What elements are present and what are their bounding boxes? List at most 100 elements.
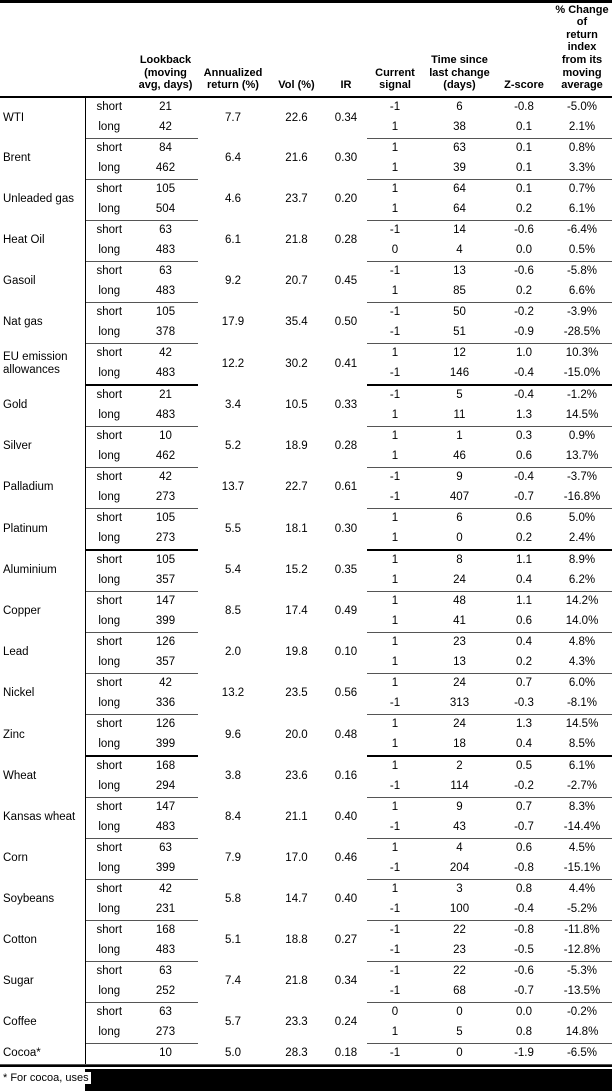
cell-ir: 0.35: [334, 564, 358, 577]
cell-annualized-return: 3.8: [225, 770, 241, 783]
table-row: long 483 1 85 0.2 6.6%: [0, 282, 612, 303]
instrument-name: Kansas wheat: [0, 797, 86, 839]
cell-ir: 0.40: [334, 811, 358, 824]
cell-current-signal: 1: [391, 677, 399, 690]
cell-vol: 23.6: [285, 770, 308, 783]
table-row: long 357 1 24 0.4 6.2%: [0, 571, 612, 592]
cell-current-signal: 1: [367, 118, 423, 139]
cell-current-signal: -1: [367, 488, 423, 509]
cell-current-signal: -1: [367, 694, 423, 715]
header-time-line1: Time since: [431, 54, 488, 67]
cell-ir: 0.46: [334, 852, 358, 865]
table-row: long 483 -1 43 -0.7 -14.4%: [0, 818, 612, 839]
leg-label: short: [96, 306, 123, 319]
cell-pct-change: 14.5%: [552, 406, 612, 427]
cell-pct-change: -15.1%: [552, 859, 612, 880]
cell-lookback: 273: [133, 1023, 198, 1044]
cell-current-signal: -1: [389, 965, 401, 978]
cell-time-since-last-change: 313: [423, 694, 496, 715]
leg-label: short: [96, 471, 123, 484]
cell-time-since-last-change: 9: [456, 471, 463, 484]
cell-current-signal: 1: [391, 636, 399, 649]
cell-current-signal: 0: [367, 241, 423, 262]
cell-annualized-return: 8.5: [225, 605, 241, 618]
leg-label: short: [96, 265, 123, 278]
leg-label: long: [85, 818, 133, 839]
cell-lookback: 126: [155, 718, 176, 731]
cell-ir: 0.30: [334, 522, 358, 535]
cell-pct-change: 2.4%: [552, 529, 612, 551]
cell-ir: 0.50: [334, 316, 358, 329]
header-pct-line4: moving: [562, 66, 602, 79]
footnote-text: * For cocoa, uses: [3, 1072, 91, 1084]
instrument-name: Unleaded gas: [0, 179, 86, 221]
cell-current-signal: 1: [367, 735, 423, 757]
cell-annualized-return: 7.9: [225, 852, 241, 865]
cell-lookback: 378: [133, 323, 198, 344]
cell-zscore: -0.2: [496, 777, 552, 798]
cell-time-since-last-change: 0: [423, 529, 496, 551]
table-row: long 231 -1 100 -0.4 -5.2%: [0, 900, 612, 921]
cell-vol: 28.3: [268, 1043, 325, 1065]
leg-label: long: [85, 364, 133, 386]
cell-time-since-last-change: 0: [423, 1043, 496, 1065]
leg-label: long: [85, 735, 133, 757]
table-row: long 483 -1 23 -0.5 -12.8%: [0, 941, 612, 962]
cell-current-signal: 1: [367, 571, 423, 592]
cell-pct-change: -16.8%: [552, 488, 612, 509]
table-row: long 357 1 13 0.2 4.3%: [0, 653, 612, 674]
leg-label: long: [85, 900, 133, 921]
cell-time-since-last-change: 3: [456, 883, 463, 896]
cell-time-since-last-change: 43: [423, 818, 496, 839]
cell-current-signal: -1: [367, 941, 423, 962]
cell-lookback: 399: [133, 735, 198, 757]
cell-zscore: -0.7: [496, 488, 552, 509]
cell-lookback: 483: [133, 364, 198, 386]
cell-ir: 0.28: [334, 440, 358, 453]
cell-zscore: -1.9: [496, 1043, 552, 1065]
header-ir-line1: IR: [340, 79, 352, 92]
cell-current-signal: -1: [367, 777, 423, 798]
leg-label: long: [85, 241, 133, 262]
cell-lookback: 483: [133, 941, 198, 962]
cell-current-signal: -1: [389, 389, 401, 402]
leg-label: short: [96, 842, 123, 855]
instrument-name: WTI: [0, 97, 86, 139]
cell-lookback: 105: [155, 554, 176, 567]
table-row: Zinc short 126 9.6 20.0 0.48 1 24 1.3 14.5%: [0, 714, 612, 756]
cell-time-since-last-change: 14: [453, 224, 466, 237]
cell-current-signal: 1: [367, 282, 423, 303]
cell-zscore: 0.2: [496, 200, 552, 221]
cell-vol: 23.7: [285, 193, 308, 206]
cell-zscore: -0.6: [514, 224, 534, 237]
cell-vol: 21.6: [285, 152, 308, 165]
table-row: Aluminium short 105 5.4 15.2 0.35 1 8 1.1 8.9%: [0, 550, 612, 592]
cell-time-since-last-change: 146: [423, 364, 496, 386]
cell-current-signal: 1: [391, 883, 399, 896]
cell-annualized-return: 6.4: [225, 152, 241, 165]
leg-label: short: [96, 389, 123, 402]
cell-pct-change: 6.1%: [552, 200, 612, 221]
cell-current-signal: -1: [367, 364, 423, 386]
cell-current-signal: -1: [389, 101, 401, 114]
cell-zscore: 0.4: [496, 735, 552, 757]
cell-zscore: 0.1: [516, 183, 532, 196]
cell-zscore: 0.2: [496, 529, 552, 551]
cell-lookback: 231: [133, 900, 198, 921]
cell-current-signal: 1: [367, 200, 423, 221]
cell-current-signal: -1: [367, 323, 423, 344]
cell-zscore: 0.5: [516, 760, 532, 773]
cell-lookback: 483: [133, 406, 198, 427]
table-row: Cocoa* 10 5.0 28.3 0.18 -1 0 -1.9 -6.5%: [0, 1043, 612, 1065]
cell-time-since-last-change: 24: [453, 677, 466, 690]
instrument-name: Aluminium: [0, 550, 86, 592]
cell-pct-change: 13.7%: [552, 447, 612, 468]
instrument-name: Cotton: [0, 920, 86, 962]
table-row: Soybeans short 42 5.8 14.7 0.40 1 3 0.8 4.4%: [0, 879, 612, 921]
cell-pct-change: 4.5%: [568, 842, 596, 855]
cell-pct-change: 14.5%: [565, 718, 599, 731]
cell-lookback: 42: [159, 347, 172, 360]
cell-pct-change: 3.3%: [552, 159, 612, 180]
cell-annualized-return: 9.2: [225, 275, 241, 288]
cell-annualized-return: 9.6: [225, 728, 241, 741]
